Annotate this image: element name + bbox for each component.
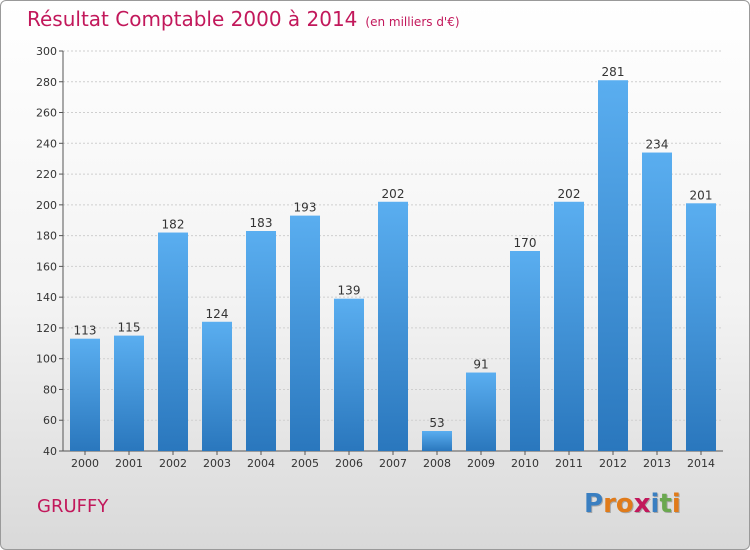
y-tick-label: 240 bbox=[36, 137, 57, 150]
bar-2008 bbox=[422, 431, 452, 451]
bars bbox=[70, 80, 716, 452]
logo-letter: x bbox=[633, 489, 651, 519]
y-tick-labels: 40 60 80 100 120 140 160 180 200 220 240 260 280 300 bbox=[36, 45, 63, 458]
bar-2012 bbox=[598, 80, 628, 451]
x-tick-label-2008: 2008 bbox=[423, 457, 451, 470]
value-label-2012: 281 bbox=[602, 65, 625, 79]
chart-title-text: Résultat Comptable 2000 à 2014 bbox=[27, 7, 358, 31]
bar-2005 bbox=[290, 215, 320, 451]
value-label-2013: 234 bbox=[646, 138, 669, 152]
bar-2000 bbox=[70, 338, 100, 451]
x-tick-label-2001: 2001 bbox=[115, 457, 143, 470]
x-tick-labels: 2000 2001 2002 2003 2004 2005 2006 2007 2008 2009… bbox=[71, 451, 715, 470]
x-tick-label-2014: 2014 bbox=[687, 457, 715, 470]
bar-2009 bbox=[466, 372, 496, 451]
value-label-2006: 139 bbox=[338, 284, 361, 298]
logo-letter: i bbox=[671, 489, 681, 519]
bar-2014 bbox=[686, 203, 716, 451]
logo-letter: o bbox=[615, 489, 634, 519]
x-tick-label-2004: 2004 bbox=[247, 457, 275, 470]
proxiti-logo: Proxiti bbox=[584, 489, 681, 519]
value-label-2007: 202 bbox=[382, 187, 405, 201]
y-tick-label: 280 bbox=[36, 76, 57, 89]
value-label-2005: 193 bbox=[294, 201, 317, 215]
y-tick-label: 40 bbox=[43, 445, 57, 458]
bar-2007 bbox=[378, 201, 408, 451]
x-tick-label-2003: 2003 bbox=[203, 457, 231, 470]
y-tick-label: 180 bbox=[36, 230, 57, 243]
x-tick-label-2002: 2002 bbox=[159, 457, 187, 470]
value-label-2000: 113 bbox=[74, 324, 97, 338]
bar-2006 bbox=[334, 298, 364, 451]
x-tick-label-2006: 2006 bbox=[335, 457, 363, 470]
value-label-2004: 183 bbox=[250, 216, 273, 230]
value-label-2003: 124 bbox=[206, 307, 229, 321]
x-tick-label-2012: 2012 bbox=[599, 457, 627, 470]
y-tick-label: 100 bbox=[36, 353, 57, 366]
logo-letter: t bbox=[659, 489, 672, 519]
y-tick-label: 120 bbox=[36, 322, 57, 335]
bar-2010 bbox=[510, 251, 540, 451]
value-label-2014: 201 bbox=[690, 188, 713, 202]
x-tick-label-2010: 2010 bbox=[511, 457, 539, 470]
value-label-2009: 91 bbox=[473, 358, 488, 372]
value-label-2010: 170 bbox=[514, 236, 537, 250]
bar-2001 bbox=[114, 335, 144, 451]
bar-2011 bbox=[554, 201, 584, 451]
y-tick-label: 300 bbox=[36, 45, 57, 58]
x-tick-label-2005: 2005 bbox=[291, 457, 319, 470]
place-name: GRUFFY bbox=[37, 496, 109, 517]
y-tick-label: 160 bbox=[36, 260, 57, 273]
x-tick-label-2013: 2013 bbox=[643, 457, 671, 470]
logo-letter: P bbox=[584, 489, 604, 519]
y-tick-label: 60 bbox=[43, 414, 57, 427]
bar-2013 bbox=[642, 152, 672, 452]
value-labels: 113 115 182 124 183 193 139 202 53 91 170 202 281 234… bbox=[74, 65, 713, 430]
value-label-2001: 115 bbox=[118, 321, 141, 335]
x-tick-label-2011: 2011 bbox=[555, 457, 583, 470]
bar-2002 bbox=[158, 232, 188, 451]
x-tick-label-2009: 2009 bbox=[467, 457, 495, 470]
y-tick-label: 80 bbox=[43, 383, 57, 396]
logo-letter: i bbox=[650, 489, 660, 519]
bar-2003 bbox=[202, 321, 232, 451]
chart-title: Résultat Comptable 2000 à 2014 (en millie… bbox=[27, 7, 460, 31]
value-label-2008: 53 bbox=[429, 416, 444, 430]
logo-letter: r bbox=[603, 489, 616, 519]
x-tick-label-2007: 2007 bbox=[379, 457, 407, 470]
value-label-2011: 202 bbox=[558, 187, 581, 201]
x-tick-label-2000: 2000 bbox=[71, 457, 99, 470]
y-tick-label: 260 bbox=[36, 107, 57, 120]
value-label-2002: 182 bbox=[162, 218, 185, 232]
y-tick-label: 140 bbox=[36, 291, 57, 304]
y-tick-label: 200 bbox=[36, 199, 57, 212]
y-tick-label: 220 bbox=[36, 168, 57, 181]
bar-2004 bbox=[246, 231, 276, 451]
chart-subtitle: (en milliers d'€) bbox=[365, 15, 460, 29]
